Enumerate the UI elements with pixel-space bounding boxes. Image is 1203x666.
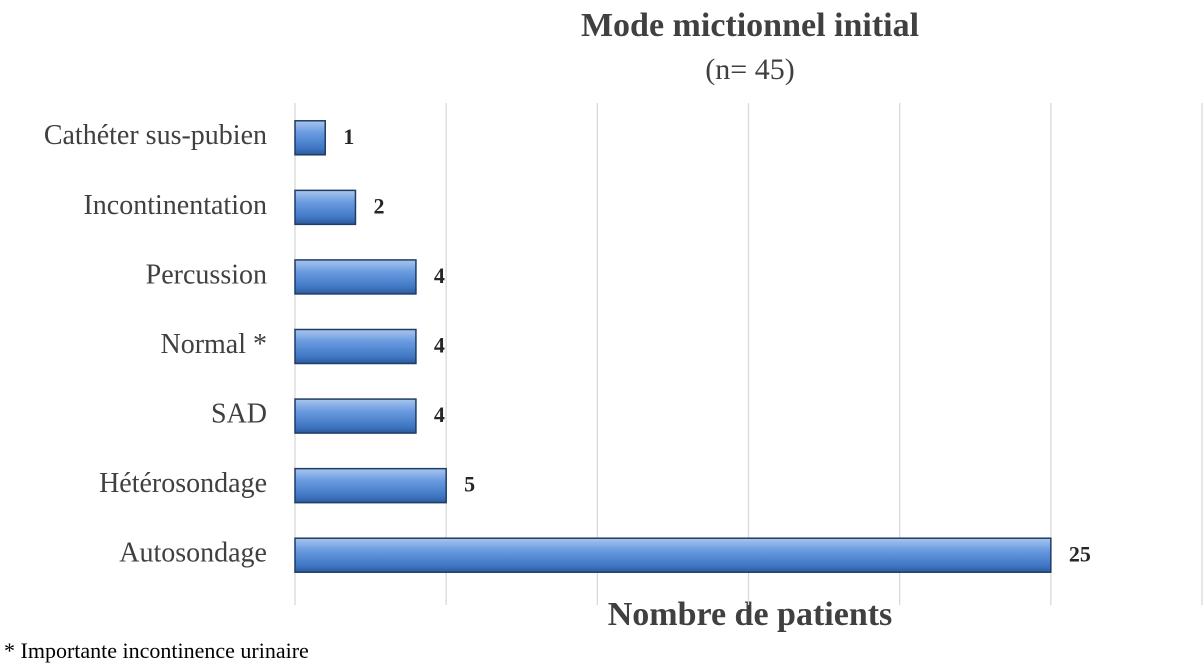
bar	[294, 398, 417, 434]
data-label: 4	[434, 402, 445, 427]
y-tick-label: Percussion	[146, 259, 267, 290]
bar	[294, 120, 326, 156]
y-tick-label: SAD	[211, 398, 267, 429]
bar	[294, 328, 417, 365]
y-tick-label: Normal *	[160, 329, 267, 360]
data-label: 2	[373, 193, 384, 218]
plot-area: Cathéter sus-pubien 1 Incontinentation 2 Per…	[44, 103, 1203, 605]
y-tick-label: Autosondage	[119, 538, 267, 569]
chart-subtitle: (n= 45)	[705, 53, 794, 86]
y-tick-label: Cathéter sus-pubien	[44, 120, 267, 151]
chart-title: Mode mictionnel initial	[581, 7, 919, 44]
bar	[294, 537, 1052, 573]
bar	[294, 259, 417, 295]
data-label: 5	[464, 472, 475, 497]
bar	[294, 189, 357, 226]
data-label: 4	[434, 333, 445, 358]
data-label: 4	[434, 263, 445, 288]
data-label: 25	[1069, 541, 1091, 566]
y-tick-label: Incontinentation	[83, 190, 267, 221]
bar	[294, 467, 447, 504]
x-axis-label: Nombre de patients	[608, 596, 893, 633]
footnote: * Importante incontinence urinaire	[4, 638, 309, 663]
y-tick-label: Hétérosondage	[99, 468, 267, 499]
data-label: 1	[343, 124, 354, 149]
